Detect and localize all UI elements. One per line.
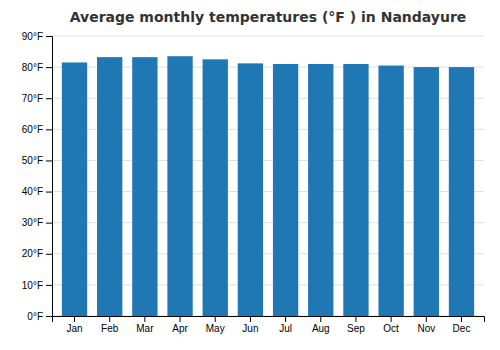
- x-axis: Jan Feb Mar Apr May Jun Jul Aug Sep Oct Nov Dec: [53, 316, 485, 334]
- tick-label: Dec: [453, 323, 471, 334]
- y-axis: 0°F 10°F 20°F 30°F 40°F 50°F 60°F 70°F 80°F 90°F: [22, 31, 53, 322]
- tick-mark: [320, 316, 321, 322]
- bar: [449, 67, 474, 316]
- bar: [273, 64, 298, 316]
- tick-label: 60°F: [22, 124, 43, 135]
- tick-mark: [391, 316, 392, 322]
- tick-label: Aug: [312, 323, 330, 334]
- x-tick: Mar: [136, 316, 154, 334]
- bar: [238, 63, 263, 316]
- y-tick: 50°F: [22, 155, 52, 166]
- tick-label: Jun: [242, 323, 258, 334]
- bar: [414, 67, 439, 316]
- tick-label: 70°F: [22, 93, 43, 104]
- title: Average monthly temperatures (°F ) in Na…: [70, 9, 467, 25]
- tick-label: Oct: [383, 323, 399, 334]
- x-tick: Nov: [417, 316, 435, 334]
- grid-line: [52, 36, 484, 37]
- bar: [308, 64, 333, 316]
- tick-mark: [215, 316, 216, 322]
- y-tick: 40°F: [22, 186, 52, 197]
- tick-label: Apr: [172, 323, 188, 334]
- bar: [62, 62, 87, 316]
- x-tick: Jun: [242, 316, 258, 334]
- axis-line: [46, 37, 53, 317]
- grid: [52, 36, 484, 316]
- bar: [343, 64, 368, 316]
- tick-mark: [180, 316, 181, 322]
- x-tick: Oct: [383, 316, 399, 334]
- tick-label: 20°F: [22, 248, 43, 259]
- tick-label: Feb: [101, 323, 119, 334]
- tick-mark: [74, 316, 75, 322]
- tick-label: 80°F: [22, 62, 43, 73]
- y-tick: 10°F: [22, 280, 52, 291]
- x-tick: Apr: [172, 316, 188, 334]
- tick-mark: [46, 67, 52, 68]
- x-tick: May: [206, 316, 225, 334]
- bar: [97, 57, 122, 316]
- x-tick: Sep: [347, 316, 365, 334]
- x-tick: Jul: [279, 316, 292, 334]
- tick-label: Mar: [136, 323, 154, 334]
- tick-mark: [461, 316, 462, 322]
- tick-mark: [46, 98, 52, 99]
- tick-label: Sep: [347, 323, 365, 334]
- bars: [62, 56, 474, 316]
- axis-line: [53, 317, 485, 323]
- tick-mark: [46, 254, 52, 255]
- tick-label: 90°F: [22, 31, 43, 42]
- y-tick: 0°F: [27, 311, 52, 322]
- y-tick: 90°F: [22, 31, 52, 42]
- bar: [203, 59, 228, 316]
- tick-mark: [46, 129, 52, 130]
- x-tick: Aug: [312, 316, 330, 334]
- bar: [167, 56, 192, 316]
- bar: [378, 66, 403, 316]
- y-tick: 60°F: [22, 124, 52, 135]
- tick-label: 30°F: [22, 217, 43, 228]
- tick-label: May: [206, 323, 225, 334]
- tick-label: Jul: [279, 323, 292, 334]
- tick-mark: [250, 316, 251, 322]
- tick-label: 0°F: [27, 311, 43, 322]
- tick-mark: [46, 192, 52, 193]
- tick-mark: [46, 316, 52, 317]
- tick-label: Jan: [66, 323, 82, 334]
- x-tick: Dec: [453, 316, 471, 334]
- x-tick: Feb: [101, 316, 119, 334]
- tick-mark: [426, 316, 427, 322]
- tick-mark: [355, 316, 356, 322]
- tick-mark: [285, 316, 286, 322]
- tick-mark: [109, 316, 110, 322]
- tick-label: 10°F: [22, 280, 43, 291]
- tick-mark: [46, 36, 52, 37]
- plot: 0°F 10°F 20°F 30°F 40°F 50°F 60°F 70°F 80°F 90°F J…: [22, 31, 485, 334]
- tick-mark: [46, 160, 52, 161]
- tick-label: 50°F: [22, 155, 43, 166]
- y-tick: 20°F: [22, 248, 52, 259]
- tick-label: Nov: [417, 323, 435, 334]
- x-tick: Jan: [66, 316, 82, 334]
- tick-mark: [144, 316, 145, 322]
- tick-mark: [46, 223, 52, 224]
- tick-label: 40°F: [22, 186, 43, 197]
- y-tick: 80°F: [22, 62, 52, 73]
- y-tick: 30°F: [22, 217, 52, 228]
- chart: 0°F 10°F 20°F 30°F 40°F 50°F 60°F 70°F 80°F 90°F J…: [0, 0, 500, 350]
- tick-mark: [46, 285, 52, 286]
- y-tick: 70°F: [22, 93, 52, 104]
- bar: [132, 57, 157, 316]
